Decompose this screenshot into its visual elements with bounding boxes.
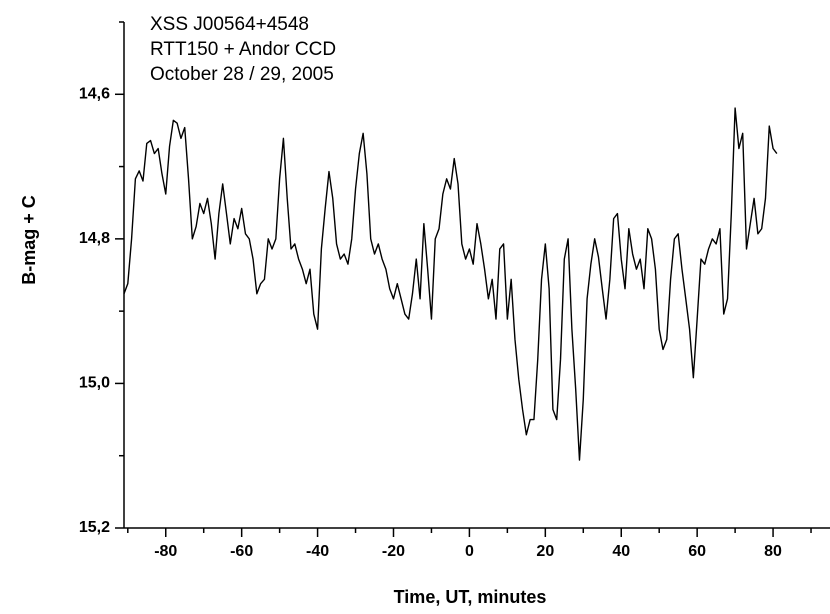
x-tick-label: 0 <box>465 543 474 560</box>
y-tick-label: 14,8 <box>79 230 110 247</box>
x-tick-label: -20 <box>382 543 405 560</box>
x-tick-label: 80 <box>764 543 782 560</box>
y-tick-label: 15,2 <box>79 519 110 536</box>
annotation: RTT150 + Andor CCD <box>150 39 336 60</box>
light-curve <box>123 107 778 461</box>
x-tick-label: -80 <box>154 543 177 560</box>
x-tick-label: 40 <box>612 543 630 560</box>
y-tick-label: 15,0 <box>79 375 110 392</box>
annotation: October 28 / 29, 2005 <box>150 64 334 85</box>
y-tick-label: 14,6 <box>79 86 110 103</box>
x-tick-label: 60 <box>688 543 706 560</box>
x-tick-label: 20 <box>536 543 554 560</box>
y-axis-label: B-mag + C <box>19 195 39 285</box>
x-tick-label: -40 <box>306 543 329 560</box>
x-tick-label: -60 <box>230 543 253 560</box>
annotation: XSS J00564+4548 <box>150 14 309 35</box>
x-axis-label: Time, UT, minutes <box>394 587 547 607</box>
